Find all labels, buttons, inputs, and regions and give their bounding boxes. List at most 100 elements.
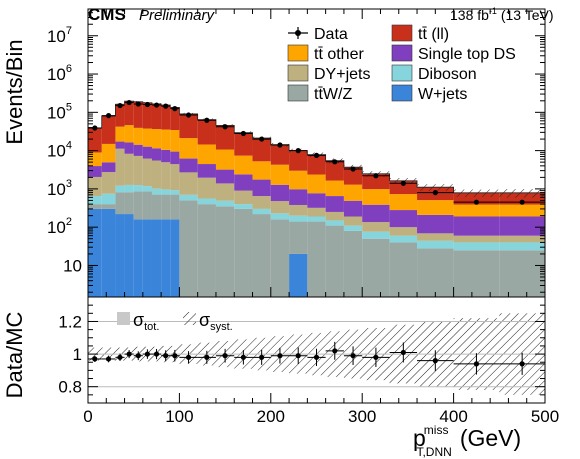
diboson-bar [325, 220, 344, 226]
ttother-bar [124, 125, 134, 143]
diboson-bar [499, 242, 545, 251]
diboson-bar [234, 204, 253, 209]
ttwz-bar [289, 221, 308, 254]
dyjets-bar [161, 162, 171, 190]
singletop-bar [88, 166, 102, 177]
legend-swatch [287, 44, 309, 62]
data-point [172, 106, 178, 112]
singletop-bar [215, 169, 235, 184]
ttwz-bar [151, 194, 162, 220]
ttll-histogram [88, 101, 545, 205]
ratio-y-tick-label: 1 [73, 345, 82, 364]
diboson-bar [88, 196, 102, 205]
wjets-bar [124, 214, 134, 297]
dyjets-bar [289, 204, 308, 216]
ttother-bar [215, 149, 235, 170]
diboson-bar [151, 188, 162, 195]
legend-item-dyjets: DY+jets [287, 64, 370, 83]
ttwz-bar [453, 250, 500, 297]
ttwz-bar [124, 192, 134, 215]
data-point [185, 112, 192, 118]
y-tick-label: 104 [47, 140, 72, 161]
x-tick-label: 500 [531, 407, 559, 426]
dyjets-bar [234, 190, 253, 205]
ttother-bar [179, 138, 198, 159]
dyjets-bar [252, 196, 271, 209]
ratio-point [135, 353, 141, 359]
band-legend: σtot. σsyst. [117, 310, 233, 333]
y-tick-label: 105 [47, 101, 72, 122]
wjets-bar [101, 208, 116, 297]
ttother-bar [88, 152, 102, 167]
legend-label: DY+jets [314, 66, 370, 83]
ttother-bar [453, 204, 500, 217]
wjets-bar [289, 253, 308, 297]
x-tick-label: 400 [439, 407, 467, 426]
ttll-bar [362, 173, 390, 190]
singletop-bar [151, 148, 162, 161]
legend-swatch [287, 84, 309, 102]
ratio-point [163, 353, 169, 359]
ttother-bar [115, 126, 125, 142]
legend-label: tt̄ (ll) [418, 26, 449, 43]
ttwz-histogram [88, 191, 545, 297]
legend-label: Diboson [418, 66, 477, 83]
ttwz-bar [389, 242, 418, 297]
diboson-bar [170, 190, 180, 195]
legend-item-ttother: tt̄ other [287, 44, 364, 63]
dyjets-bar [417, 233, 454, 241]
ttll-bar [307, 154, 326, 175]
legend-label: W+jets [418, 86, 467, 103]
ttwz-bar [170, 194, 180, 220]
ttother-bar [133, 127, 143, 145]
wjets-bar [133, 219, 143, 297]
legend-marker [295, 30, 301, 36]
dyjets-bar [215, 183, 235, 201]
data-point [295, 148, 301, 154]
preliminary-label: Preliminary [139, 7, 216, 24]
data-point [222, 124, 228, 130]
ratio-panel: 0.8 1 1.2 0 100 200 300 400 500 σtot. σsyst. [58, 296, 559, 426]
y-tick-label: 107 [47, 25, 72, 46]
legend-swatch [287, 64, 309, 82]
cms-label: CMS [88, 5, 126, 24]
singletop-bar [179, 158, 198, 173]
dyjets-bar [179, 172, 198, 195]
data-point [473, 199, 480, 205]
singletop-bar [124, 142, 134, 154]
band-tot-swatch [117, 312, 130, 325]
y-tick-label: 106 [47, 63, 72, 84]
diboson-bar [307, 216, 326, 222]
data-point [135, 101, 141, 107]
ttother-bar [170, 130, 180, 152]
ttll-bar [161, 104, 171, 130]
x-tick-label: 100 [165, 407, 193, 426]
ratio-point [204, 354, 210, 360]
legend-item-singletop: Single top DS [391, 44, 516, 63]
dyjets-bar [325, 211, 344, 221]
main-band-bin [499, 189, 545, 198]
ratio-point [519, 361, 525, 367]
diboson-bar [289, 215, 308, 222]
dyjets-bar [343, 216, 363, 226]
data-point [400, 180, 406, 186]
singletop-bar [499, 216, 545, 236]
data-point [153, 102, 160, 108]
ttwz-bar [115, 192, 125, 215]
ttll-bar [252, 138, 271, 162]
data-point [204, 117, 210, 123]
legend-item-wjets: W+jets [391, 84, 467, 103]
wjets-bar [88, 208, 102, 297]
ratio-axes: 0.8 1 1.2 0 100 200 300 400 500 [58, 296, 559, 426]
ttll-bar [133, 101, 143, 128]
diboson-bar [417, 240, 454, 249]
diboson-bar [101, 193, 116, 205]
singletop-histogram [88, 141, 545, 236]
data-point [105, 113, 112, 119]
x-tick-label: 200 [257, 407, 285, 426]
wjets-bar [115, 214, 125, 297]
dyjets-bar [133, 155, 143, 186]
ttll-bar [499, 192, 545, 205]
singletop-bar [170, 151, 180, 165]
singletop-bar [133, 144, 143, 156]
